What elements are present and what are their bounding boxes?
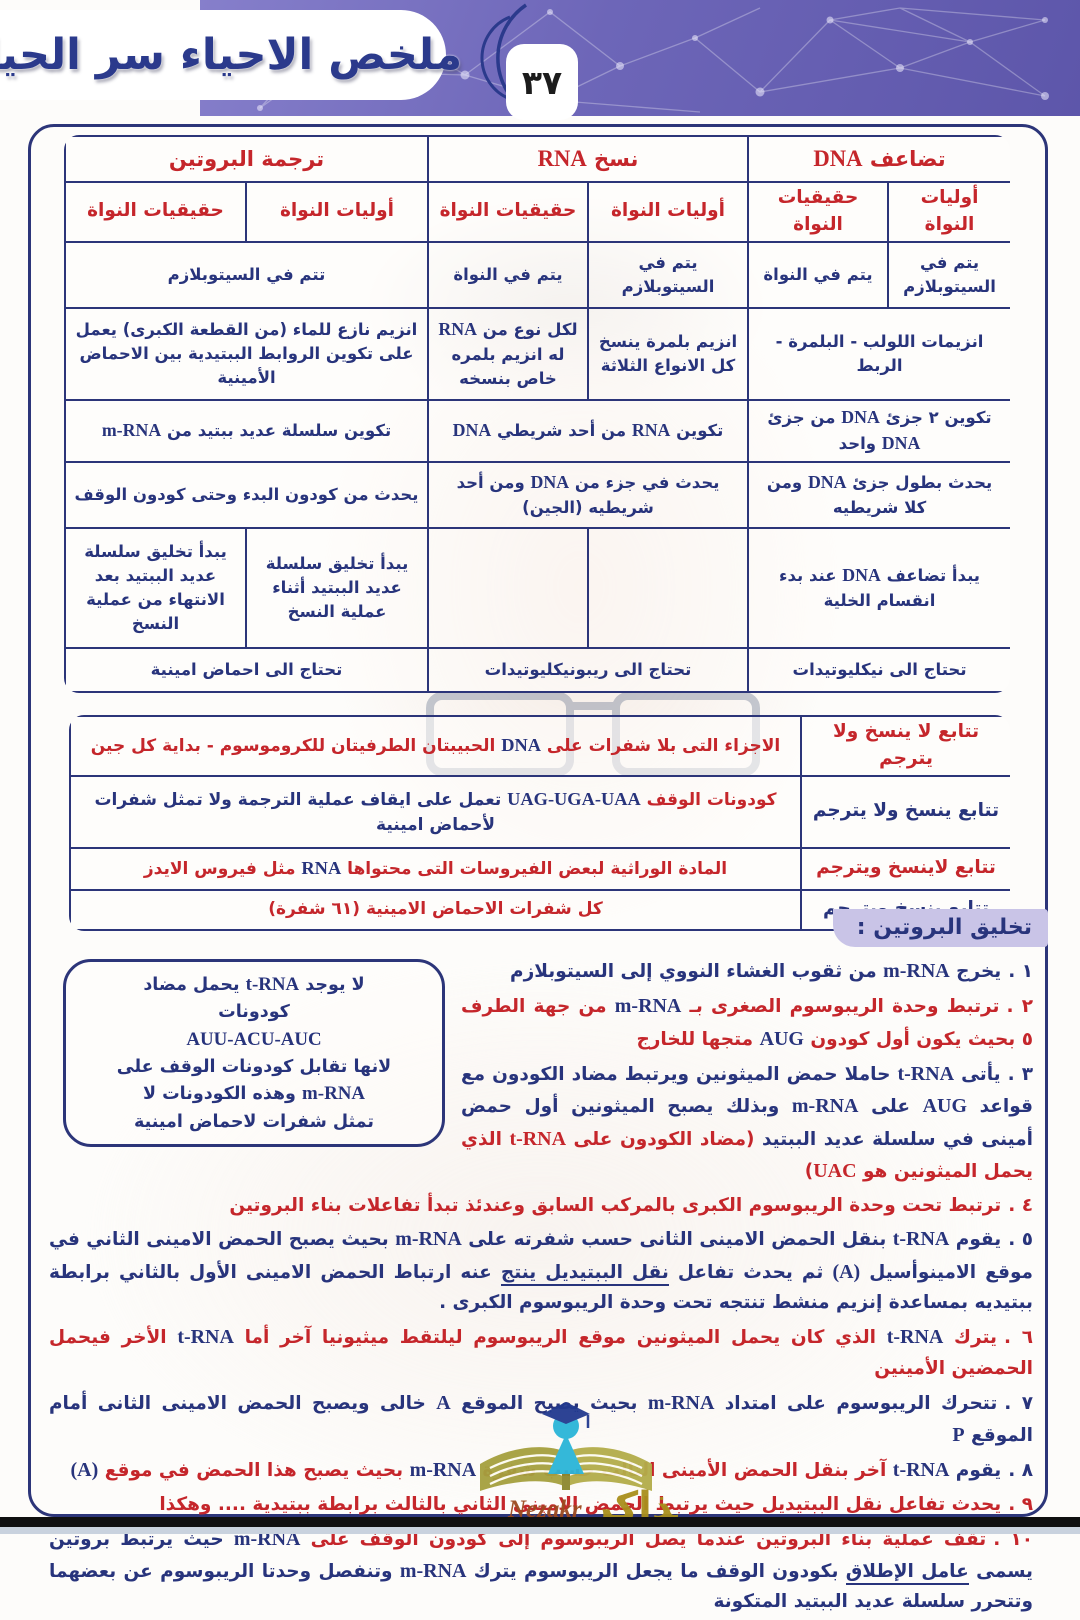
step-text: يقوم t-RNA بنقل الحمض الامينى الثانى حسب… <box>49 1228 1034 1314</box>
cell-product-translation: تكوين سلسلة عديد ببتيد من m-RNA <box>64 398 429 463</box>
step-number: ٧ . <box>1004 1392 1034 1414</box>
subheader-dna-prokaryotes: أوليات النواة <box>887 181 1010 243</box>
sequence-label: تتابع لاينسخ ويترجم <box>800 846 1010 891</box>
cell-extent-dna: يحدث بطول جزئ DNA ومن كلا شريطيه <box>747 460 1010 529</box>
step-text: يأتى t-RNA حاملا حمض الميثونين ويرتبط مض… <box>461 1063 1033 1183</box>
section-heading-row: تخليق البروتين : <box>39 909 1048 947</box>
page-title-box: ملخص الاحياء سر الحياة <box>0 10 462 100</box>
cell-needs-rna: تحتاج الى ريبونيكليوتيدات <box>426 646 750 693</box>
cell-timing-rna-euk <box>426 526 590 649</box>
sequence-content: كودونات الوقف UAG-UGA-UAA تعمل على ايقاف… <box>69 774 802 849</box>
protein-step-10: ١٠ .تقف عملية بناء البروتين عندما يصل ال… <box>49 1523 1033 1618</box>
bottom-black-bar <box>0 1517 1080 1527</box>
cell-timing-trans-euk: يبدأ تخليق سلسلة عديد الببتيد بعد الانته… <box>64 526 247 649</box>
cell-product-dna: تكوين ٢ جزئ DNA من جزئ DNA واحد <box>747 398 1010 463</box>
step-text: يخرج m-RNA من ثقوب الغشاء النووي إلى الس… <box>510 960 1002 982</box>
table-row: تتابع لا ينسخ ولا يترجم الاجزاء التى بلا… <box>69 715 1010 777</box>
step-text: يترك t-RNA الذي كان يحمل الميثونين موقع … <box>49 1326 1033 1379</box>
cell-timing-dna: يبدأ تضاعف DNA عند بدء انقسام الخلية <box>747 526 1010 649</box>
cell-enzymes-dna: انزيمات اللولب - البلمرة - الربط <box>747 306 1010 401</box>
sequence-content: الاجزاء التى بلا شفرات على DNA الحبيبتان… <box>69 715 802 777</box>
table-row-group-headers: تضاعف DNA نسخ RNA ترجمة البروتين <box>64 135 1010 183</box>
note-line: كودونات <box>218 1002 290 1023</box>
step-number: ١ . <box>1008 961 1033 982</box>
step-text: تقف عملية بناء البروتين عندما يصل الريبو… <box>49 1527 1033 1613</box>
step-number: ٢ . <box>1006 996 1034 1018</box>
table-row-needs: تحتاج الى نيكليوتيدات تحتاج الى ريبونيكل… <box>64 646 1010 693</box>
note-line: تمثل شفرات لاحماض امينية <box>134 1111 374 1132</box>
table-row: تتابع لاينسخ ويترجم المادة الوراثية لبعض… <box>69 846 1010 891</box>
cell-location-rna-euk: يتم في النواة <box>426 240 590 309</box>
cell-location-rna-prok: يتم في السيتوبلازم <box>587 240 750 309</box>
cell-enzymes-translation: انزيم نازع للماء (من القطعة الكبرى) يعمل… <box>64 306 429 401</box>
cell-extent-rna: يحدث في جزء من DNA ومن أحد شريطيه (الجين… <box>426 460 750 529</box>
table-row-location: يتم في السيتوبلازم يتم في النواة يتم في … <box>64 240 1010 309</box>
table-row-timing: يبدأ تضاعف DNA عند بدء انقسام الخلية يبد… <box>64 526 1010 649</box>
cell-location-dna-euk: يتم في النواة <box>747 240 890 309</box>
table-row-product: تكوين ٢ جزئ DNA من جزئ DNA واحد تكوين RN… <box>64 398 1010 463</box>
content-panel: تضاعف DNA نسخ RNA ترجمة البروتين أوليات … <box>28 124 1048 1612</box>
glasses-bridge <box>572 702 614 710</box>
table-row-enzymes: انزيمات اللولب - البلمرة - الربط انزيم ب… <box>64 306 1010 401</box>
table-row-sub-headers: أوليات النواة حقيقيات النواة أوليات النو… <box>64 181 1010 243</box>
sequence-table: تتابع لا ينسخ ولا يترجم الاجزاء التى بلا… <box>69 715 1010 931</box>
cell-location-translation: تتم في السيتوبلازم <box>64 240 429 309</box>
column-header-dna-replication: تضاعف DNA <box>747 135 1010 183</box>
page-title: ملخص الاحياء سر الحياة <box>0 30 463 80</box>
subheader-dna-eukaryotes: حقيقيات النواة <box>747 181 890 243</box>
subheader-rna-eukaryotes: حقيقيات النواة <box>426 181 590 243</box>
cell-extent-translation: يحدث من كودون البدء وحتى كودون الوقف <box>64 460 429 529</box>
table-row: تتابع ينسخ ولا يترجم كودونات الوقف UAG-U… <box>69 774 1010 849</box>
bottom-gray-strip <box>0 1527 1080 1534</box>
cell-timing-rna-prok <box>587 526 750 649</box>
step-number: ٥ . <box>1008 1229 1033 1251</box>
page-number: ٣٧ <box>521 62 563 102</box>
protein-step-5: ٥ .يقوم t-RNA بنقل الحمض الامينى الثانى … <box>49 1223 1033 1318</box>
sequence-label: تتابع لا ينسخ ولا يترجم <box>800 715 1010 777</box>
subheader-trans-prokaryotes: أوليات النواة <box>245 181 429 243</box>
subheader-trans-eukaryotes: حقيقيات النواة <box>64 181 247 243</box>
comparison-table-wrapper: تضاعف DNA نسخ RNA ترجمة البروتين أوليات … <box>64 135 1010 693</box>
step-number: ٩ . <box>1008 1493 1033 1515</box>
cell-timing-trans-prok: يبدأ تخليق سلسلة عديد الببتيد أثناء عملي… <box>245 526 429 649</box>
cell-product-rna: تكوين RNA من أحد شريطي DNA <box>426 398 750 463</box>
comparison-table: تضاعف DNA نسخ RNA ترجمة البروتين أوليات … <box>64 135 1010 693</box>
protein-step-4: ٤ . ترتبط تحت وحدة الريبوسوم الكبرى بالمر… <box>49 1191 1033 1221</box>
cell-enzymes-rna-euk: لكل نوع من RNA له انزيم بلمره خاص بنسخه <box>426 306 590 401</box>
column-header-protein-translation: ترجمة البروتين <box>64 135 429 183</box>
nezakr-watermark: Nezakr نذاكر <box>462 1390 690 1530</box>
step-number: ٨ . <box>1008 1460 1033 1482</box>
section-heading: تخليق البروتين : <box>832 909 1048 947</box>
step-number: ٦ . <box>1003 1327 1034 1349</box>
trna-note-box: لا يوجد t-RNA يحمل مضاد كودونات AUU-ACU-… <box>63 959 445 1147</box>
cell-enzymes-rna-prok: انزيم بلمرة ينسخ كل الانواع الثلاثة <box>587 306 750 401</box>
step-text: ترتبط تحت وحدة الريبوسوم الكبرى بالمركب … <box>229 1194 1002 1216</box>
subheader-rna-prokaryotes: أوليات النواة <box>587 181 750 243</box>
cell-needs-translation: تحتاج الى احماض امينية <box>64 646 429 693</box>
cell-location-dna-prok: يتم في السيتوبلازم <box>887 240 1010 309</box>
cell-needs-dna: تحتاج الى نيكليوتيدات <box>747 646 1010 693</box>
column-header-rna-transcription: نسخ RNA <box>426 135 750 183</box>
note-line: AUU-ACU-AUC <box>186 1028 322 1050</box>
note-line: لا يوجد t-RNA يحمل مضاد <box>143 974 365 995</box>
page-number-tab: ٣٧ <box>506 44 578 120</box>
step-number: ٤ . <box>1008 1194 1033 1216</box>
sequence-table-wrapper: تتابع لا ينسخ ولا يترجم الاجزاء التى بلا… <box>69 715 1010 931</box>
table-row-extent: يحدث بطول جزئ DNA ومن كلا شريطيه يحدث في… <box>64 460 1010 529</box>
note-line: m-RNA وهذه الكودونات لا <box>142 1083 366 1105</box>
sequence-content: المادة الوراثية لبعض الفيروسات التى محتو… <box>69 846 802 891</box>
step-number: ٣ . <box>1007 1064 1034 1086</box>
step-text: ترتبط وحدة الريبوسوم الصغرى بـ m-RNA من … <box>461 995 1033 1050</box>
sequence-label: تتابع ينسخ ولا يترجم <box>800 774 1010 849</box>
protein-step-6: ٦ .يترك t-RNA الذي كان يحمل الميثونين مو… <box>49 1321 1033 1383</box>
note-line: لانها تقابل كودونات الوقف على <box>116 1056 392 1077</box>
